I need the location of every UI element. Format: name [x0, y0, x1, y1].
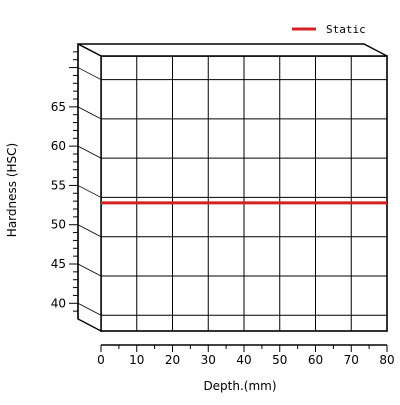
chart-legend: Static [292, 23, 366, 36]
chart-box [77, 42, 388, 333]
grid-depth-line-y-45 [77, 263, 102, 277]
y-tick-label-5: 65 [51, 100, 66, 114]
grid-depth-line-y-65 [77, 106, 102, 120]
y-tick-label-0: 40 [51, 296, 66, 310]
x-tick-label-3: 30 [201, 353, 216, 367]
x-tick-label-2: 20 [165, 353, 180, 367]
x-tick-label-4: 40 [236, 353, 251, 367]
x-tick-label-1: 10 [129, 353, 144, 367]
x-tick-label-5: 50 [272, 353, 287, 367]
x-tick-label-6: 60 [308, 353, 323, 367]
y-tick-label-3: 55 [51, 178, 66, 192]
grid-depth-line-y-40 [77, 302, 102, 316]
grid-depth-line-y-55 [77, 185, 102, 198]
y-tick-label-1: 45 [51, 257, 66, 271]
x-tick-label-7: 70 [344, 353, 359, 367]
grid-depth-line-y-60 [77, 145, 102, 159]
chart-axes: 40 45 50 55 60 65 0 10 20 30 40 50 60 70 80 [51, 44, 395, 367]
legend-label-static: Static [326, 23, 366, 36]
y-tick-label-2: 50 [51, 218, 66, 232]
x-tick-label-0: 0 [97, 353, 105, 367]
x-axis-title: Depth.(mm) [203, 379, 276, 393]
y-axis-title: Hardness (HSC) [5, 143, 19, 237]
grid-depth-line-y-70 [77, 67, 102, 80]
x-tick-label-8: 80 [379, 353, 394, 367]
grid-depth-line-y-50 [77, 224, 102, 238]
chart-grid [77, 56, 387, 331]
plot-top-face [77, 43, 388, 57]
y-tick-label-4: 60 [51, 139, 66, 153]
